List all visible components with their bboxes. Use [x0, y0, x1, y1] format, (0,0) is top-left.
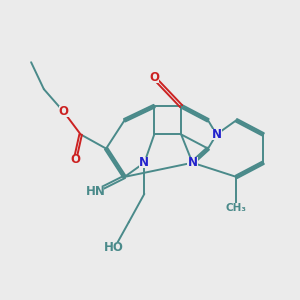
Text: O: O	[59, 105, 69, 118]
Text: N: N	[212, 128, 221, 141]
Text: O: O	[70, 153, 80, 167]
Bar	[139, 158, 150, 168]
Text: N: N	[139, 156, 149, 169]
Text: N: N	[188, 156, 197, 169]
Bar	[59, 106, 69, 117]
Bar	[88, 186, 104, 196]
Bar	[211, 129, 222, 140]
Text: HN: HN	[86, 184, 106, 197]
Bar	[70, 154, 80, 165]
Text: HO: HO	[104, 241, 124, 254]
Bar	[107, 242, 122, 253]
Bar	[227, 203, 245, 213]
Bar	[187, 158, 198, 168]
Text: CH₃: CH₃	[226, 203, 247, 213]
Text: O: O	[149, 71, 159, 84]
Bar	[149, 72, 159, 83]
